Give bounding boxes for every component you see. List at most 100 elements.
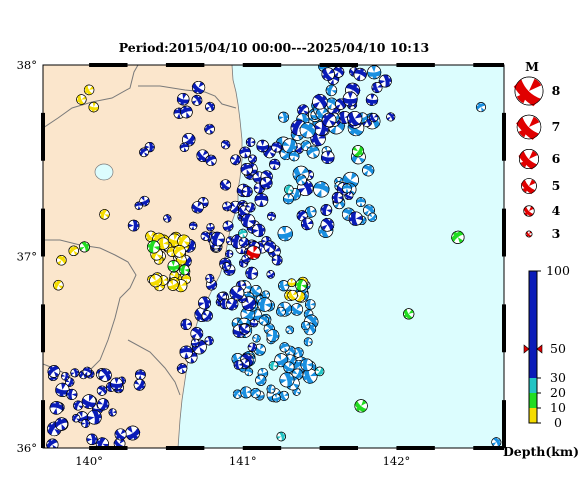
event-beachball xyxy=(245,202,256,213)
event-beachball xyxy=(386,112,396,122)
longitude-tick-label: 142° xyxy=(383,454,411,468)
depth-scale-tick-label: 100 xyxy=(546,263,570,278)
event-beachball xyxy=(83,84,95,96)
event-beachball xyxy=(252,223,266,238)
frame-bar xyxy=(165,446,205,450)
map-area xyxy=(43,65,504,448)
depth-scale-tick-label: 10 xyxy=(550,400,566,415)
longitude-labels: 140° 141° 142° xyxy=(75,454,410,468)
magnitude-legend-beachball xyxy=(518,149,539,170)
event-beachball xyxy=(257,297,272,312)
event-beachball xyxy=(239,146,251,159)
event-beachball xyxy=(331,191,344,204)
event-beachball xyxy=(176,92,190,106)
frame-bar xyxy=(41,304,45,353)
lake xyxy=(94,163,114,181)
frame-bar xyxy=(473,63,504,67)
event-beachball xyxy=(225,249,234,258)
event-beachball xyxy=(68,245,79,257)
event-beachball xyxy=(248,154,257,164)
magnitude-legend-title: M xyxy=(525,59,539,74)
event-beachball xyxy=(320,204,333,216)
event-beachball xyxy=(287,278,297,288)
event-beachball xyxy=(238,237,249,248)
magnitude-legend: 8 7 6 5 4 3 xyxy=(513,76,561,241)
event-beachball xyxy=(49,401,64,415)
longitude-tick-label: 141° xyxy=(229,454,257,468)
event-beachball xyxy=(99,208,110,220)
frame-bar xyxy=(396,63,435,67)
event-beachball xyxy=(284,184,294,195)
event-beachball xyxy=(247,342,257,352)
event-beachball xyxy=(76,94,87,105)
magnitude-legend-beachball xyxy=(523,205,535,217)
event-beachball xyxy=(125,425,141,441)
magnitude-legend-label: 8 xyxy=(552,83,561,98)
event-beachball xyxy=(219,179,232,191)
longitude-tick-label: 140° xyxy=(75,454,103,468)
event-beachball xyxy=(321,112,337,128)
event-beachball xyxy=(320,217,335,232)
event-beachball xyxy=(293,346,304,358)
magnitude-legend-label: 7 xyxy=(552,119,561,134)
event-beachball xyxy=(305,299,316,310)
prefecture-boundary xyxy=(127,339,181,396)
event-beachball xyxy=(368,112,379,123)
event-beachball xyxy=(367,65,382,80)
event-beachball xyxy=(198,296,211,310)
event-beachball xyxy=(179,345,193,359)
frame-bar xyxy=(502,304,506,353)
event-beachball xyxy=(287,289,298,301)
event-beachball xyxy=(278,390,290,402)
event-beachball xyxy=(237,228,248,239)
frame-bar xyxy=(242,446,282,450)
event-beachball xyxy=(110,377,123,391)
frame-bar xyxy=(502,208,506,257)
event-beachball xyxy=(86,433,98,445)
event-beachball xyxy=(355,197,366,208)
event-beachball xyxy=(97,398,110,411)
frame-bar xyxy=(319,63,359,67)
event-beachball xyxy=(271,141,283,153)
magnitude-legend-label: 4 xyxy=(552,203,561,218)
event-beachball xyxy=(222,262,231,271)
event-beachball xyxy=(96,385,108,396)
event-beachball xyxy=(147,240,161,254)
event-beachball xyxy=(272,393,281,403)
event-beachball xyxy=(403,308,415,320)
event-beachball xyxy=(79,241,90,253)
event-beachball xyxy=(289,150,300,162)
event-beachball xyxy=(172,245,186,258)
event-beachball xyxy=(180,318,192,331)
depth-scale-tick-label: 50 xyxy=(550,341,566,356)
event-beachball xyxy=(133,378,146,392)
frame-bar xyxy=(41,400,45,448)
event-beachball xyxy=(266,384,276,394)
event-beachball xyxy=(378,74,392,88)
event-beachball xyxy=(244,367,254,377)
latitude-tick-label: 38° xyxy=(17,58,37,72)
event-beachball xyxy=(266,270,276,279)
magnitude-legend-label: 3 xyxy=(552,226,561,241)
event-beachball xyxy=(73,400,84,411)
frame-bar xyxy=(41,112,45,161)
event-beachball xyxy=(200,231,211,241)
event-beachball xyxy=(56,255,67,266)
event-beachball xyxy=(210,231,225,247)
event-beachball xyxy=(250,284,262,297)
event-beachball xyxy=(189,221,198,231)
event-beachball xyxy=(313,181,330,198)
event-beachball xyxy=(241,186,253,198)
map-title: Period:2015/04/10 00:00---2025/04/10 10:… xyxy=(119,40,430,55)
event-beachball xyxy=(304,206,317,218)
event-beachball xyxy=(312,93,328,110)
depth-scale-band xyxy=(529,393,537,408)
event-beachball xyxy=(282,138,298,154)
frame-bar xyxy=(89,446,128,450)
event-beachball xyxy=(475,102,486,113)
event-beachball xyxy=(341,183,352,194)
magnitude-legend-beachball xyxy=(516,114,542,140)
event-beachball xyxy=(321,67,335,82)
event-beachball xyxy=(179,142,190,153)
frame-bar xyxy=(165,63,205,67)
